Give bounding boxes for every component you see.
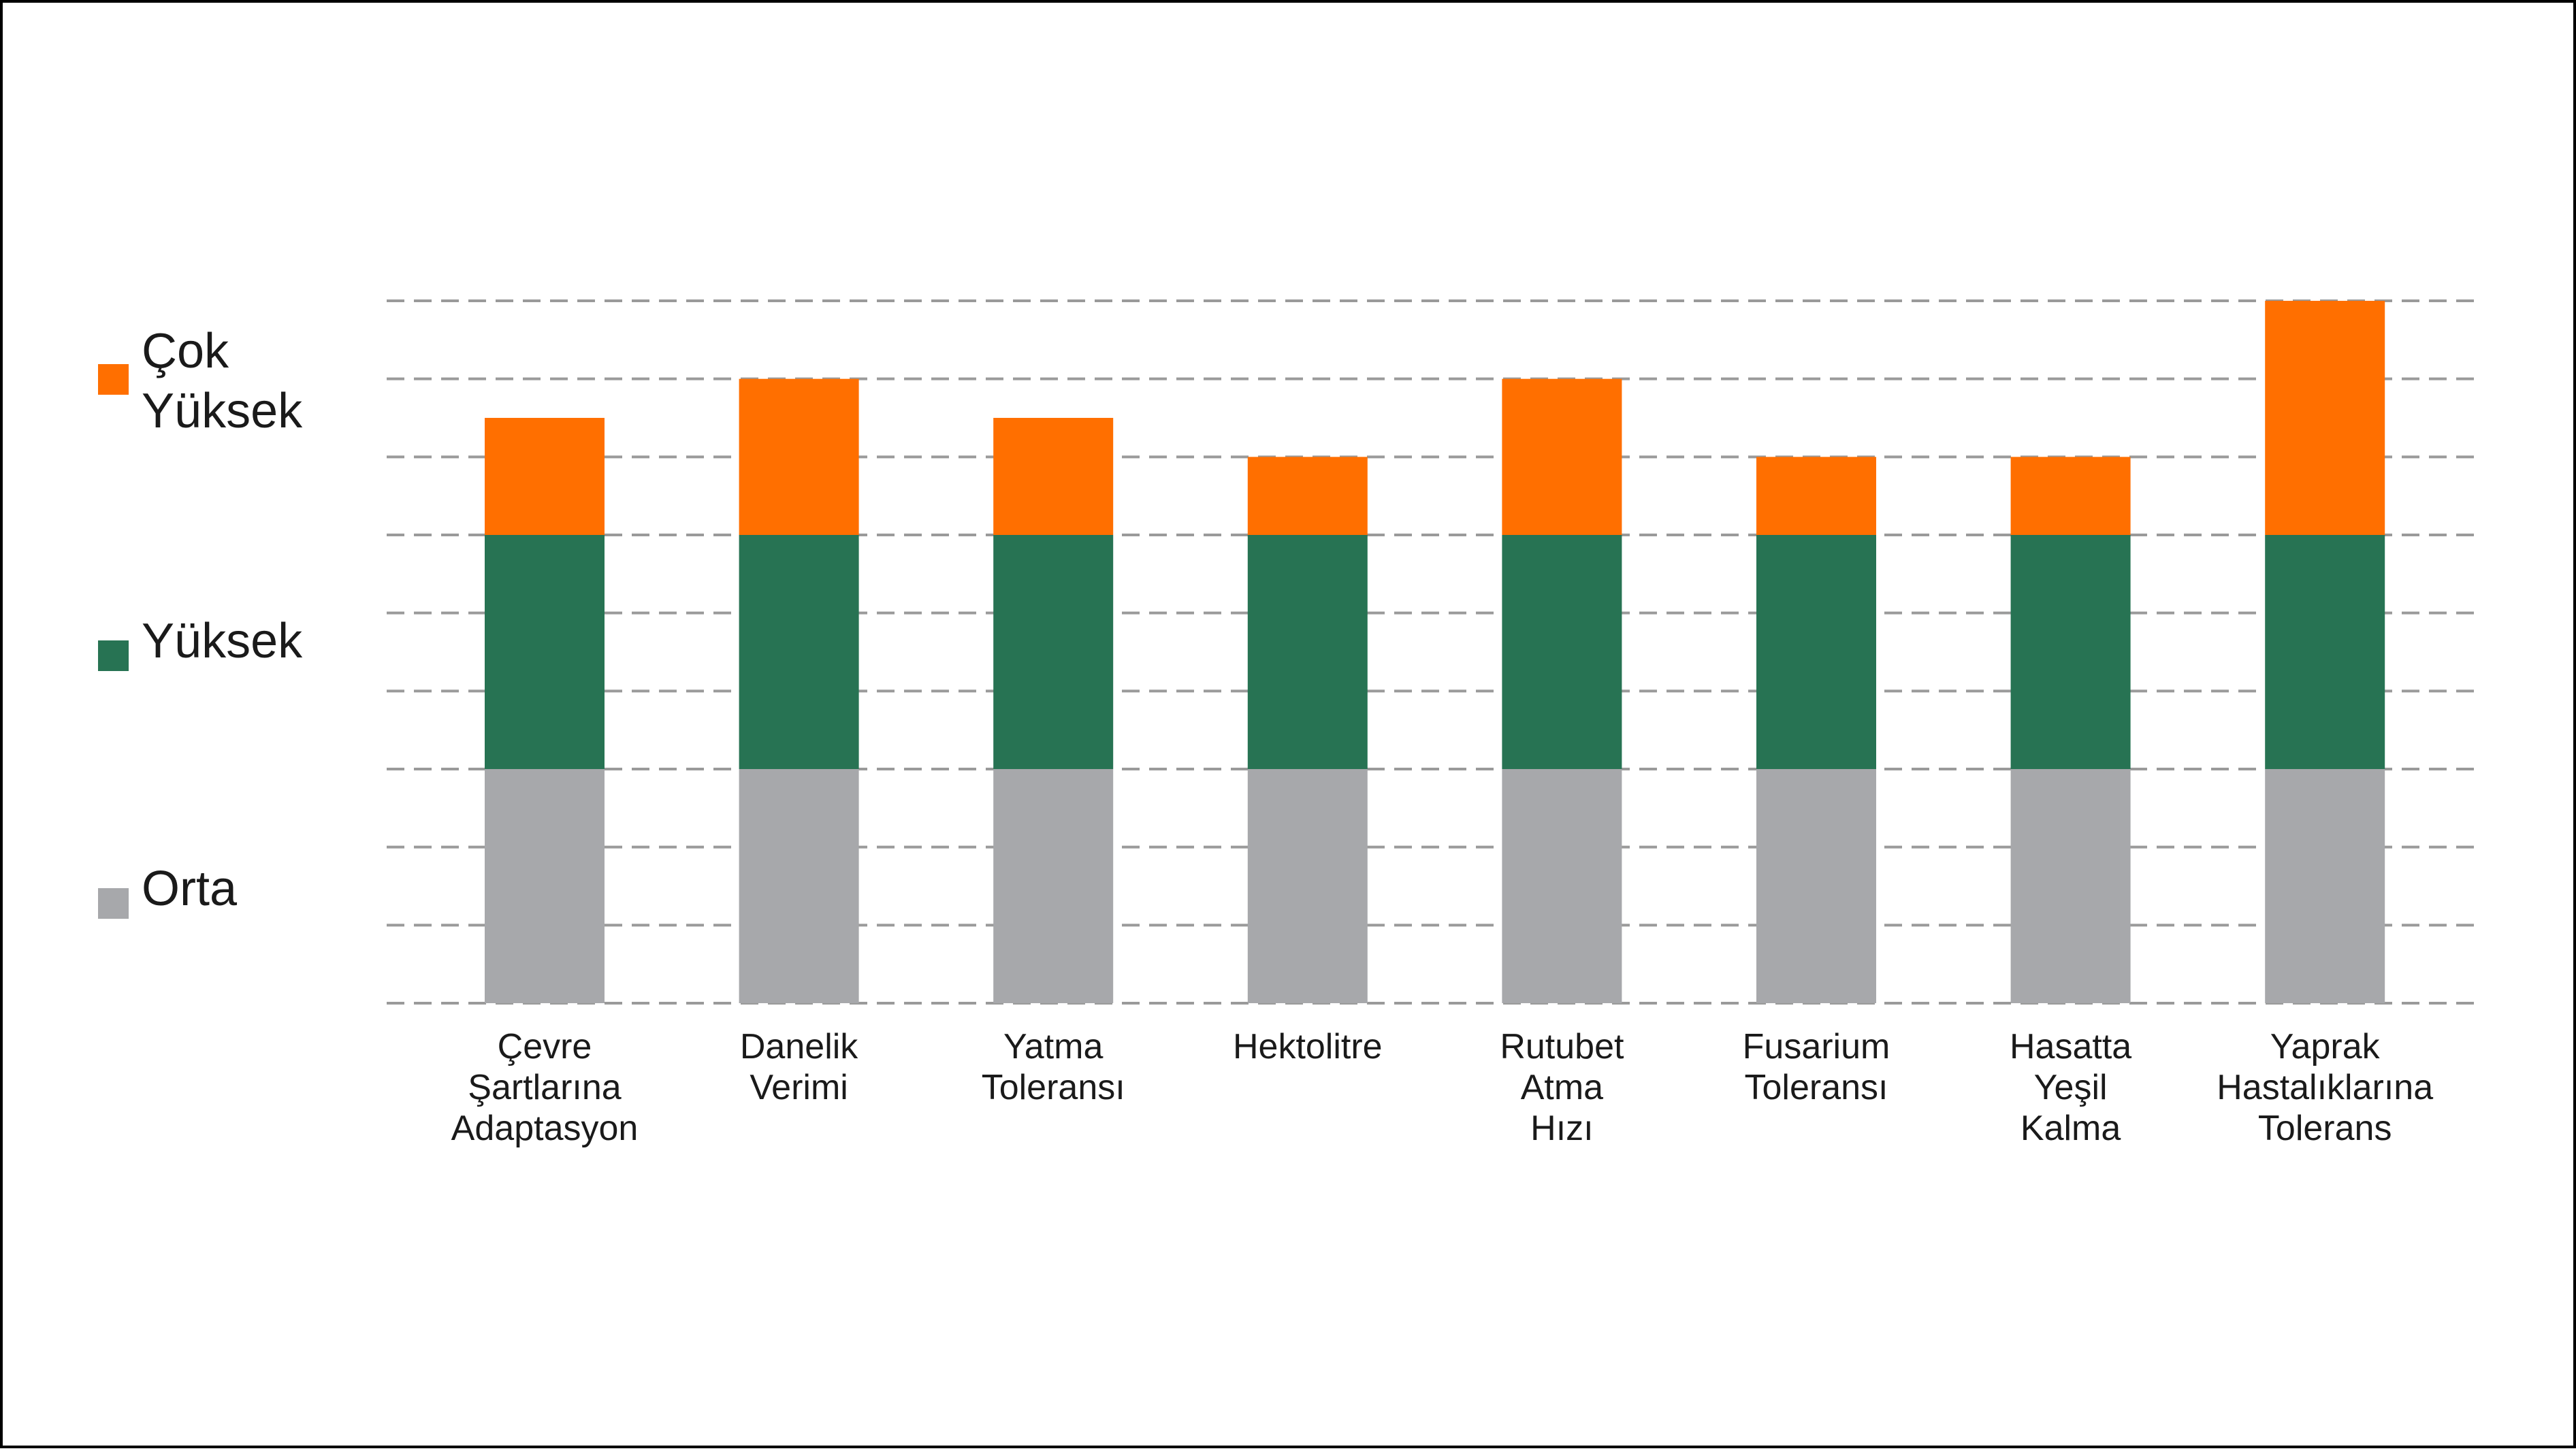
bar-segment-cok-yuksek-3	[993, 418, 1114, 535]
x-tick-label: Rutubet Atma Hızı	[1500, 1027, 1624, 1148]
bar-segment-orta-4	[1247, 769, 1368, 1003]
bar-segment-cok-yuksek-5	[1502, 378, 1622, 535]
x-tick-label: Çevre Şartlarına Adaptasyon	[451, 1027, 639, 1148]
chart-plot	[387, 299, 2478, 1005]
bar-segment-cok-yuksek-8	[2265, 301, 2385, 535]
x-tick-label: Danelik Verimi	[739, 1027, 858, 1107]
bar-segment-cok-yuksek-7	[2010, 457, 2131, 535]
bar-segment-cok-yuksek-2	[739, 378, 859, 535]
legend-label-cok-yuksek: Çok Yüksek	[142, 324, 303, 438]
bar-segment-yuksek-1	[485, 535, 605, 769]
bar-segment-cok-yuksek-4	[1247, 457, 1368, 535]
legend-swatch-yuksek	[98, 640, 129, 671]
bar-segment-orta-2	[739, 769, 859, 1003]
bar-segment-yuksek-3	[993, 535, 1114, 769]
legend-swatch-orta	[98, 888, 129, 919]
bar-segment-orta-8	[2265, 769, 2385, 1003]
x-tick-label: Hektolitre	[1232, 1027, 1383, 1066]
bar-segment-orta-5	[1502, 769, 1622, 1003]
bar-segment-cok-yuksek-6	[1756, 457, 1876, 535]
legend: Çok Yüksek Yüksek Orta	[98, 3, 384, 1451]
x-tick-label: Hasatta Yeşil Kalma	[2009, 1027, 2132, 1148]
bar-segment-yuksek-4	[1247, 535, 1368, 769]
bar-segment-yuksek-8	[2265, 535, 2385, 769]
bar-segment-orta-3	[993, 769, 1114, 1003]
bar-segment-yuksek-7	[2010, 535, 2131, 769]
legend-label-yuksek: Yüksek	[142, 614, 303, 668]
bar-segment-orta-7	[2010, 769, 2131, 1003]
bar-segment-yuksek-6	[1756, 535, 1876, 769]
x-tick-label: Yatma Toleransı	[981, 1027, 1125, 1107]
legend-label-orta: Orta	[142, 862, 238, 916]
bar-segment-yuksek-5	[1502, 535, 1622, 769]
bar-segment-orta-1	[485, 769, 605, 1003]
x-tick-label: Yaprak Hastalıklarına Tolerans	[2217, 1027, 2434, 1148]
x-tick-label: Fusarium Toleransı	[1742, 1027, 1890, 1107]
bar-segment-cok-yuksek-1	[485, 418, 605, 535]
bar-segment-yuksek-2	[739, 535, 859, 769]
bar-segment-orta-6	[1756, 769, 1876, 1003]
legend-swatch-cok-yuksek	[98, 364, 129, 395]
